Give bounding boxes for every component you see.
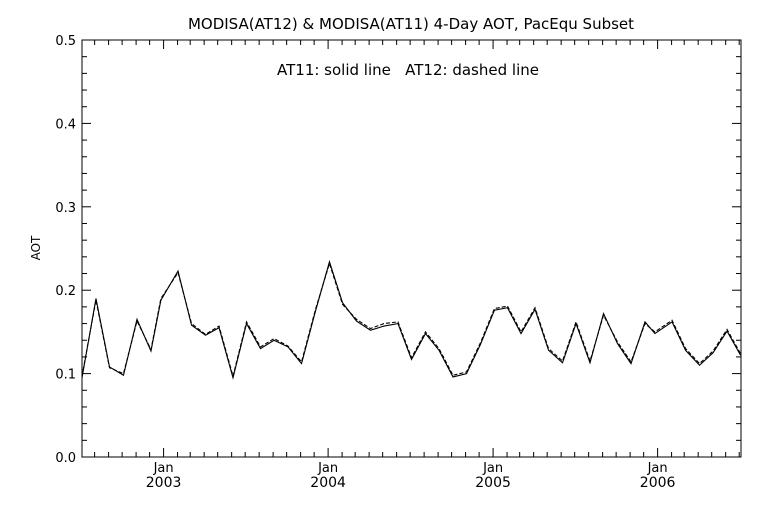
series-line-at12 (81, 261, 742, 379)
x-tick-year-label: 2004 (310, 475, 346, 491)
y-tick-label: 0.0 (55, 451, 76, 466)
x-tick-month-label: Jan (482, 461, 503, 476)
x-tick-year-label: 2005 (475, 475, 511, 491)
plot-area: 0.00.10.20.30.40.5Jan2003Jan2004Jan2005J… (55, 34, 742, 491)
y-tick-label: 0.2 (55, 284, 76, 299)
y-axis-label: AOT (29, 235, 43, 260)
chart-title: MODISA(AT12) & MODISA(AT11) 4-Day AOT, P… (188, 15, 634, 33)
y-tick-label: 0.4 (55, 117, 76, 132)
line-style-annotation: AT11: solid line AT12: dashed line (277, 61, 539, 79)
x-tick-month-label: Jan (153, 461, 174, 476)
y-tick-label: 0.5 (55, 34, 76, 49)
x-tick-year-label: 2003 (146, 475, 182, 491)
y-tick-label: 0.3 (55, 201, 76, 216)
y-tick-label: 0.1 (55, 368, 76, 383)
x-tick-month-label: Jan (647, 461, 668, 476)
x-tick-year-label: 2006 (640, 475, 676, 491)
plot-frame (81, 39, 742, 458)
x-tick-month-label: Jan (317, 461, 338, 476)
series-line-at11 (81, 259, 742, 380)
